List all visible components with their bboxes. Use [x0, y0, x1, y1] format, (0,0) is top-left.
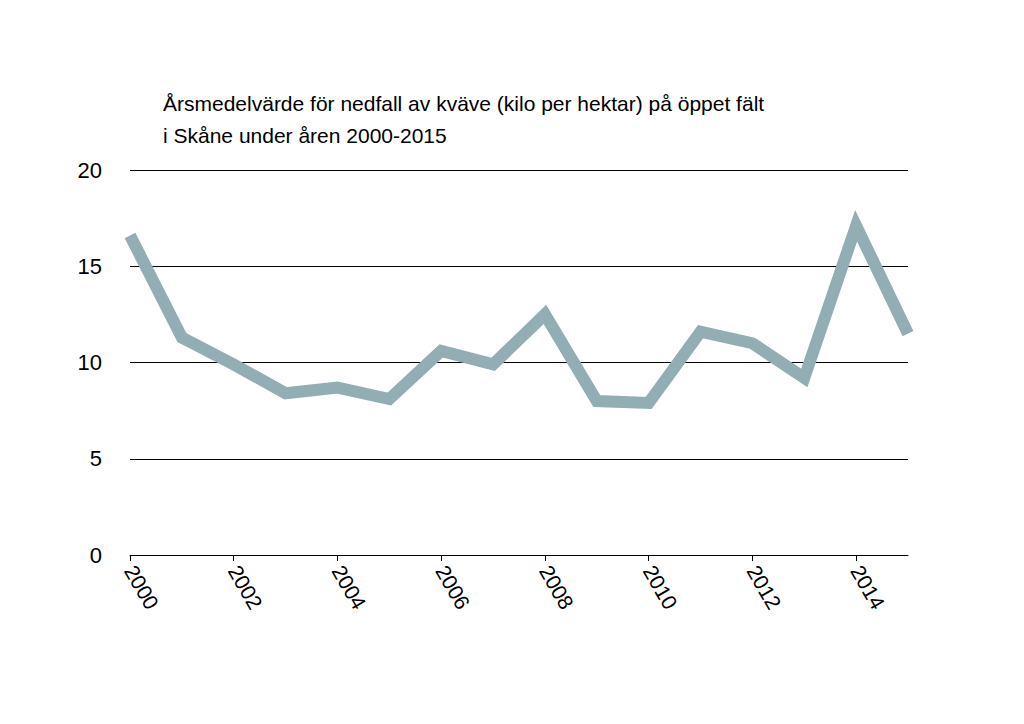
svg-text:2014: 2014 [846, 561, 889, 613]
svg-text:10: 10 [78, 350, 102, 375]
svg-text:2004: 2004 [328, 561, 371, 613]
svg-text:2002: 2002 [224, 561, 267, 613]
svg-text:15: 15 [78, 254, 102, 279]
svg-text:5: 5 [90, 446, 102, 471]
svg-text:2006: 2006 [431, 561, 474, 613]
svg-text:2012: 2012 [742, 561, 785, 613]
svg-text:Årsmedelvärde för nedfall av k: Årsmedelvärde för nedfall av kväve (kilo… [163, 92, 764, 115]
svg-text:2008: 2008 [535, 561, 578, 613]
svg-text:0: 0 [90, 543, 102, 568]
svg-text:20: 20 [78, 158, 102, 183]
svg-text:2000: 2000 [120, 561, 163, 613]
svg-text:2010: 2010 [639, 561, 682, 613]
svg-text:i Skåne under åren 2000-2015: i Skåne under åren 2000-2015 [163, 124, 447, 147]
